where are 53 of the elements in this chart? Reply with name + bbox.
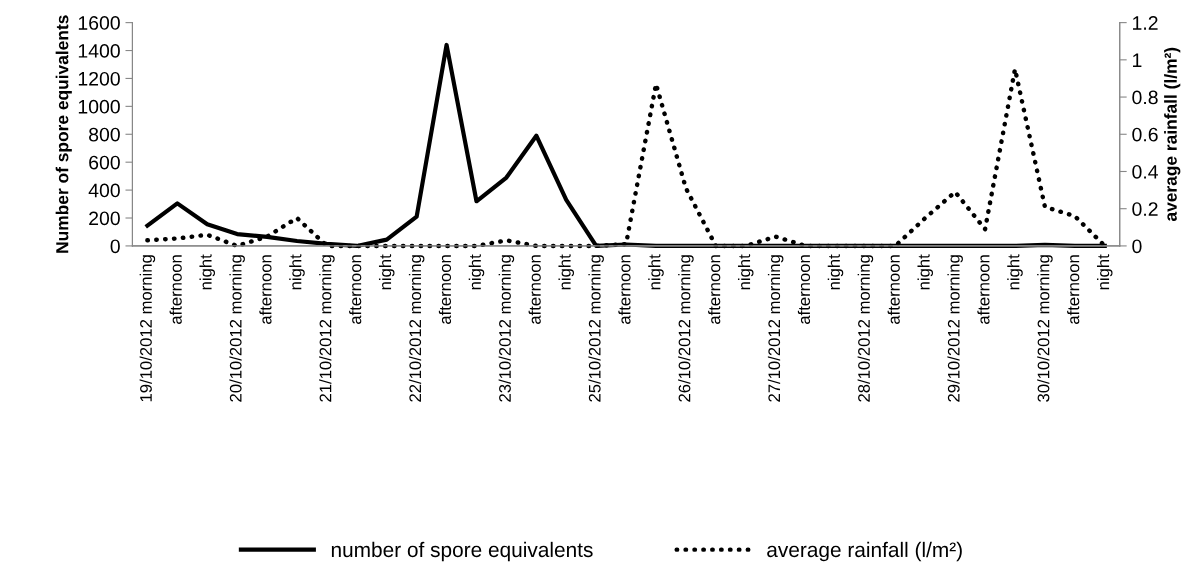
x-tick-label: afternoon [618,255,631,324]
y2-tick-label: 0.2 [1132,202,1158,216]
x-tick-label: 20/10/2012 morning [229,255,245,402]
y-tick-label: 1600 [78,16,120,30]
y2-tick-label: 0.6 [1132,127,1158,142]
y-tick-label: 1000 [78,99,120,114]
y2-tick-label: 1 [1133,53,1142,67]
x-tick-label: night [917,254,934,290]
x-tick-label: 23/10/2012 morning [498,255,515,402]
x-tick-label: night [737,254,754,290]
y-axis-title: Number of spore equivalents [55,15,72,253]
x-tick-label: afternoon [887,255,900,324]
x-tick-label: 27/10/2012 morning [767,255,784,402]
x-tick-label: afternoon [349,255,362,324]
y2-tick-label: 0.4 [1132,164,1158,179]
x-tick-label: night [199,254,215,290]
x-tick-label: night [378,254,395,290]
x-tick-label: afternoon [977,255,990,324]
y-tick-label: 200 [89,211,120,226]
x-tick-label: 25/10/2012 morning [588,255,604,402]
x-tick-label: 30/10/2012 morning [1037,255,1053,402]
x-tick-label: afternoon [1067,255,1080,324]
y-tick-label: 0 [110,239,120,254]
y2-tick-label: 0 [1132,239,1142,254]
x-tick-label: 22/10/2012 morning [408,255,425,402]
legend-label: number of spore equivalents [331,541,593,562]
x-tick-label: 21/10/2012 morning [319,255,335,402]
y-tick-label: 1200 [78,71,120,86]
x-tick-label: afternoon [797,255,811,324]
x-tick-label: afternoon [708,255,721,324]
x-tick-label: night [827,254,844,290]
y-tick-label: 600 [89,155,120,170]
y-tick-label: 800 [89,127,120,142]
y2-axis-title: average rainfall (l/m²) [1164,47,1181,222]
x-tick-label: night [468,254,485,290]
x-tick-label: 28/10/2012 morning [857,255,874,402]
y-tick-label: 400 [88,183,120,198]
x-tick-label: night [1096,254,1113,290]
x-tick-label: night [1007,254,1023,290]
x-tick-label: afternoon [169,255,182,324]
x-tick-label: night [558,254,575,290]
y2-tick-label: 1.2 [1133,16,1158,30]
x-tick-label: 19/10/2012 morning [139,255,156,402]
x-tick-label: afternoon [528,255,541,324]
x-tick-label: night [648,254,664,290]
y-tick-label: 1400 [78,44,120,58]
x-tick-label: night [289,254,305,290]
x-tick-label: 26/10/2012 morning [678,255,694,402]
y2-tick-label: 0.8 [1132,90,1158,105]
x-tick-label: 29/10/2012 morning [947,255,963,402]
x-tick-label: afternoon [259,255,272,324]
legend-label: average rainfall (l/m²) [767,541,962,562]
x-tick-label: afternoon [438,255,452,324]
